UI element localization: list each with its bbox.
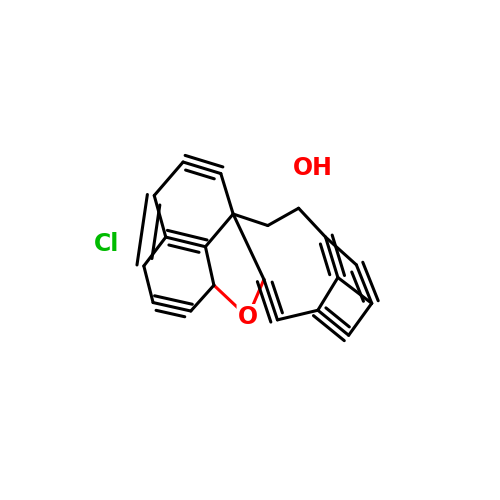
- Text: Cl: Cl: [94, 232, 120, 256]
- Text: O: O: [238, 305, 258, 329]
- Text: OH: OH: [294, 156, 333, 180]
